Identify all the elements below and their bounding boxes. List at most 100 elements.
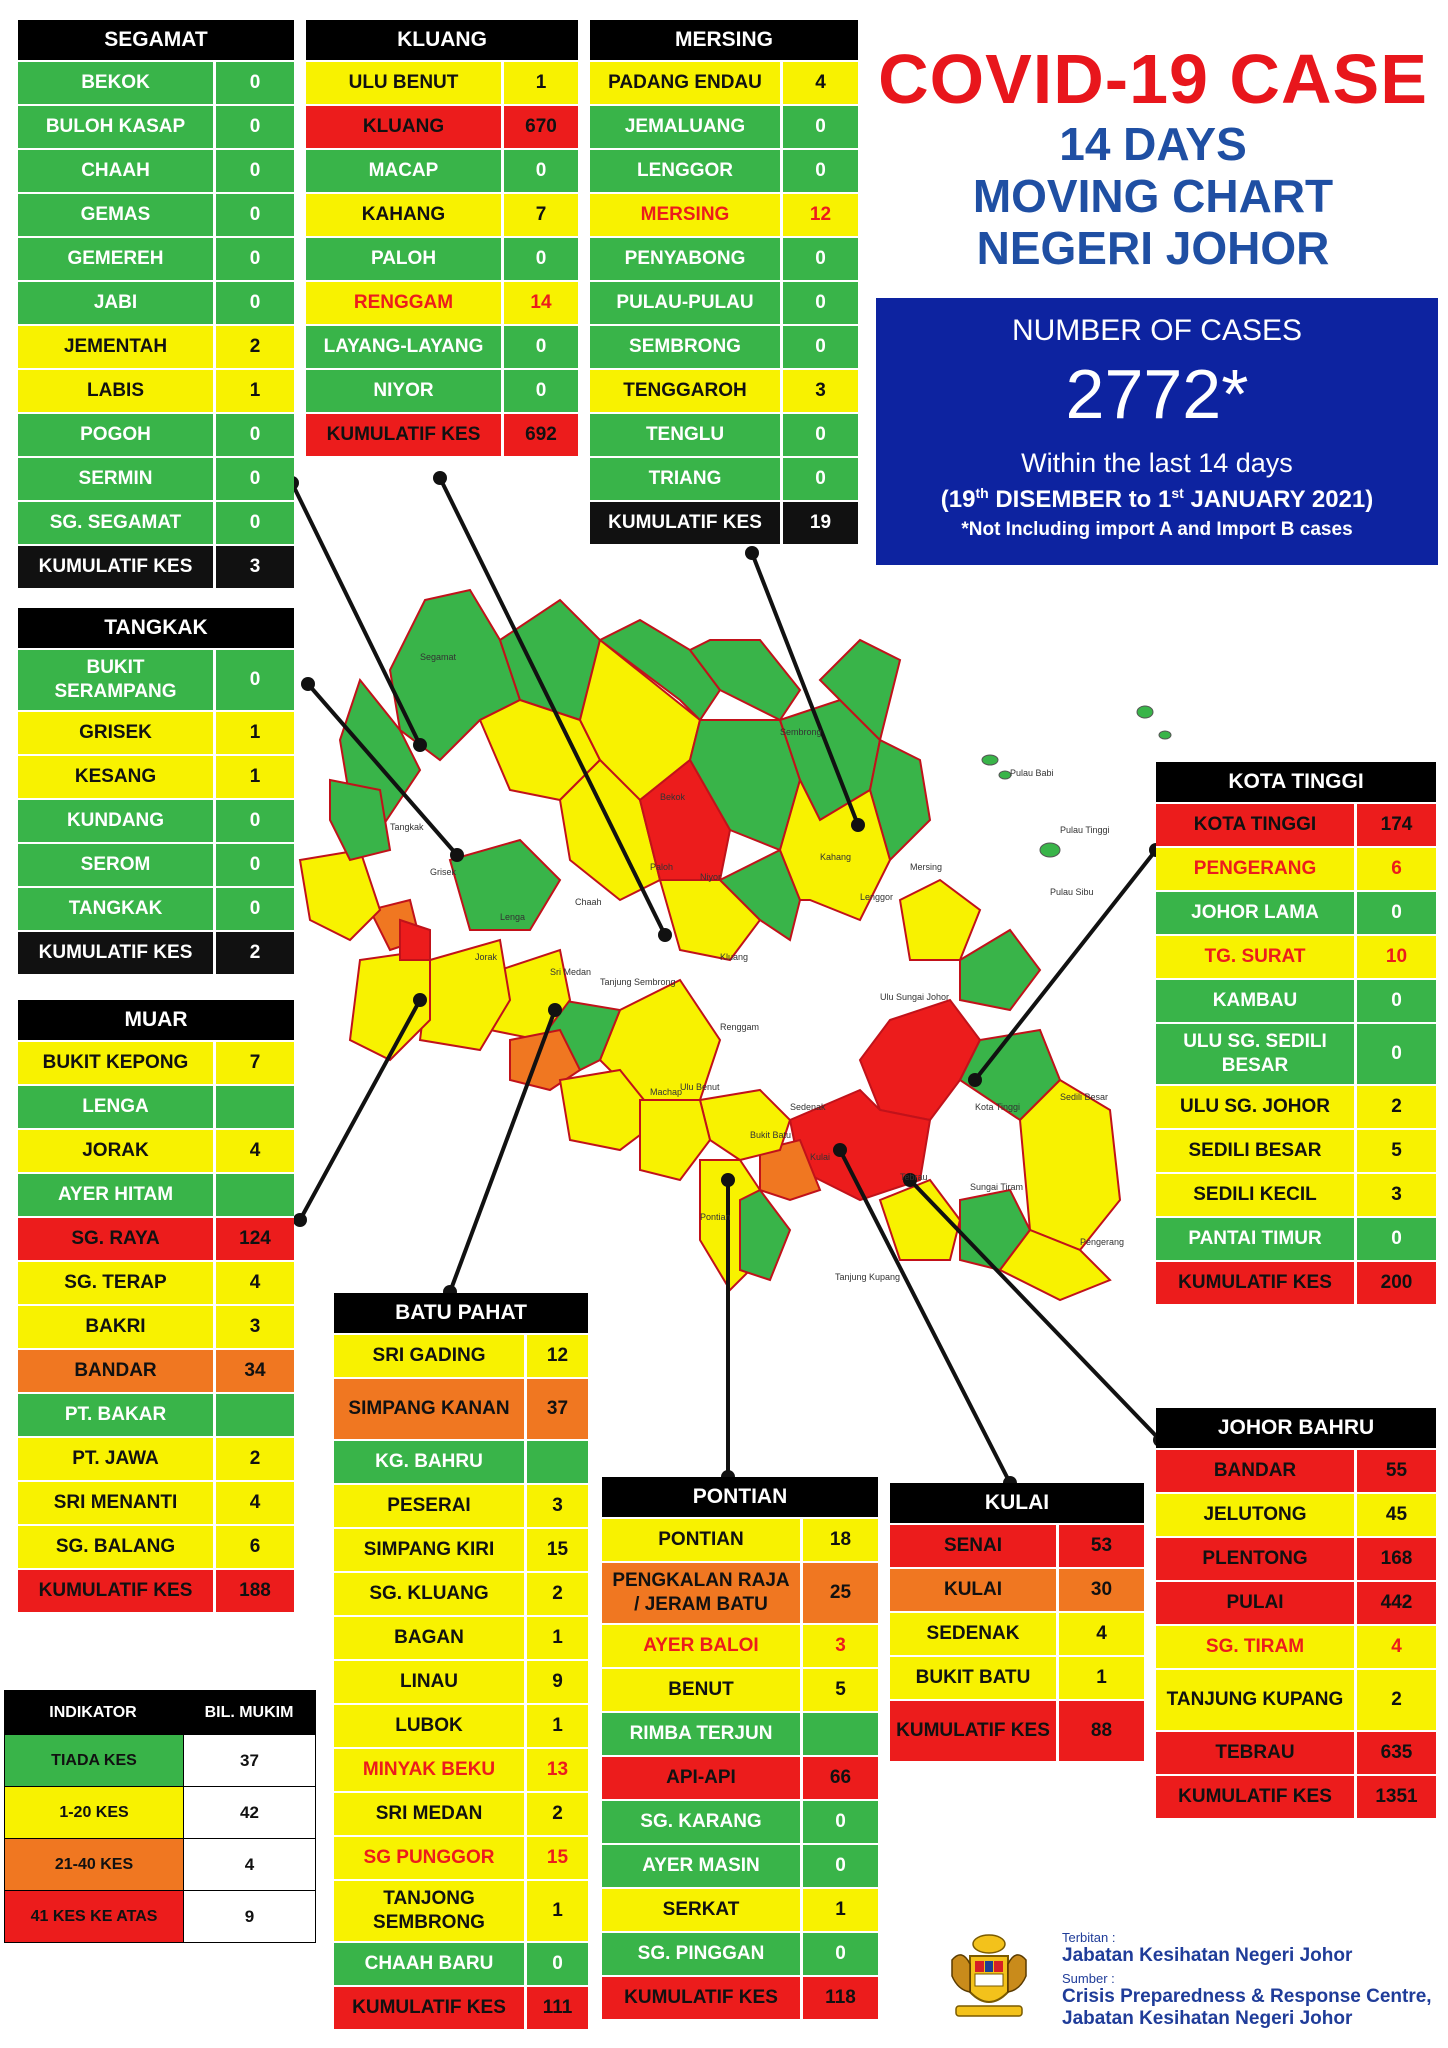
district-row: SG. KARANG 0 (602, 1799, 878, 1843)
mukim-label: SERKAT (602, 1889, 800, 1931)
map-region-label: Lenggor (860, 892, 893, 902)
cell-separator (1354, 980, 1357, 1022)
mukim-label: BANDAR (18, 1350, 213, 1392)
leader-dot (851, 818, 865, 832)
district-row: KULAI 30 (890, 1567, 1144, 1611)
district-row: POGOH 0 (18, 412, 294, 456)
district-row: SRI MEDAN 2 (334, 1791, 588, 1835)
district-row: LINAU 9 (334, 1659, 588, 1703)
cell-separator (524, 1705, 527, 1747)
cell-separator (213, 1218, 216, 1260)
cell-separator (213, 1350, 216, 1392)
mukim-label: KESANG (18, 756, 213, 798)
mukim-label: KUMULATIF KES (334, 1987, 524, 2029)
district-row: PONTIAN 18 (602, 1517, 878, 1561)
mukim-value: 10 (1357, 936, 1436, 978)
mukim-label: SG. TIRAM (1156, 1626, 1354, 1668)
district-row: GEMAS 0 (18, 192, 294, 236)
cell-separator (524, 1661, 527, 1703)
map-region (898, 878, 982, 961)
map-regions (298, 588, 1172, 1302)
leader-dot (293, 1213, 307, 1227)
district-row: CHAAH BARU 0 (334, 1941, 588, 1985)
mukim-label: KUMULATIF KES (602, 1977, 800, 2019)
mukim-value: 0 (783, 414, 858, 456)
map-region-label: Ulu Sungai Johor (880, 992, 949, 1002)
district-row: LUBOK 1 (334, 1703, 588, 1747)
footer-text: Terbitan : Jabatan Kesihatan Negeri Joho… (1062, 1930, 1432, 2030)
mukim-value: 4 (216, 1262, 294, 1304)
cell-separator (213, 546, 216, 588)
district-row: BUKIT BATU 1 (890, 1655, 1144, 1699)
cell-separator (501, 370, 504, 412)
map-region (399, 918, 431, 961)
district-row: BAGAN 1 (334, 1615, 588, 1659)
sumber-line-2: Jabatan Kesihatan Negeri Johor (1062, 2008, 1353, 2029)
legend-header-value: BIL. MUKIM (204, 1703, 294, 1721)
district-row: SERKAT 1 (602, 1887, 878, 1931)
district-row: PADANG ENDAU 4 (590, 60, 858, 104)
map-region (818, 638, 902, 742)
mukim-label: TRIANG (590, 458, 780, 500)
district-row: BENUT 5 (602, 1667, 878, 1711)
mukim-label: SIMPANG KIRI (334, 1529, 524, 1571)
mukim-label: BUKIT KEPONG (18, 1042, 213, 1084)
mukim-label: KLUANG (306, 106, 501, 148)
cell-separator (1354, 1130, 1357, 1172)
mukim-value: 55 (1357, 1450, 1436, 1492)
map-island (981, 754, 999, 766)
mukim-label: BEKOK (18, 62, 213, 104)
district-header: MUAR (18, 1000, 294, 1040)
mukim-value: 9 (527, 1661, 588, 1703)
map-region (688, 639, 802, 722)
mukim-label: LINAU (334, 1661, 524, 1703)
mukim-label: SG. RAYA (18, 1218, 213, 1260)
mukim-value: 0 (216, 502, 294, 544)
mukim-value: 0 (527, 1943, 588, 1985)
mukim-label: SG. KLUANG (334, 1573, 524, 1615)
cell-separator (1354, 1262, 1357, 1304)
mukim-label: AYER BALOI (602, 1625, 800, 1667)
mukim-value: 0 (216, 238, 294, 280)
district-row: MERSING 12 (590, 192, 858, 236)
legend-value: 42 (183, 1787, 315, 1838)
district-row: KUMULATIF KES 1351 (1156, 1774, 1436, 1818)
cell-separator (213, 1438, 216, 1480)
district-row: PENGERANG 6 (1156, 846, 1436, 890)
map-region-label: Pengerang (1080, 1237, 1124, 1247)
district-row: SG. PINGGAN 0 (602, 1931, 878, 1975)
mukim-label: SG. SEGAMAT (18, 502, 213, 544)
mukim-value: 1 (504, 62, 578, 104)
district-row: AYER MASIN 0 (602, 1843, 878, 1887)
cell-separator (524, 1943, 527, 1985)
cell-separator (213, 458, 216, 500)
mukim-value: 4 (216, 1482, 294, 1524)
mukim-label: LUBOK (334, 1705, 524, 1747)
district-row: TANJUNG KUPANG 2 (1156, 1668, 1436, 1730)
summary-box: NUMBER OF CASES 2772* Within the last 14… (876, 298, 1438, 565)
cell-separator (780, 194, 783, 236)
cell-separator (213, 238, 216, 280)
district-row: LABIS 1 (18, 368, 294, 412)
mukim-value (527, 1441, 588, 1483)
district-table-pontian: PONTIAN PONTIAN 18 PENGKALAN RAJA / JERAM B… (602, 1477, 878, 2019)
mukim-value: 0 (216, 650, 294, 710)
leader-line (750, 552, 860, 826)
mukim-value: 0 (216, 414, 294, 456)
mukim-label: TEBRAU (1156, 1732, 1354, 1774)
summary-label: NUMBER OF CASES (1011, 314, 1303, 347)
district-row: AYER HITAM (18, 1172, 294, 1216)
district-row: KUMULATIF KES 118 (602, 1975, 878, 2019)
mukim-label: RENGGAM (306, 282, 501, 324)
mukim-value: 2 (216, 1438, 294, 1480)
map-region (1018, 1078, 1122, 1252)
mukim-value: 174 (1357, 804, 1436, 846)
cell-separator (213, 1262, 216, 1304)
cell-separator (1056, 1701, 1059, 1761)
cell-separator (780, 150, 783, 192)
district-row: SG. RAYA 124 (18, 1216, 294, 1260)
cell-separator (780, 326, 783, 368)
map-region (298, 848, 382, 942)
mukim-label: KG. BAHRU (334, 1441, 524, 1483)
district-header: SEGAMAT (18, 20, 294, 60)
